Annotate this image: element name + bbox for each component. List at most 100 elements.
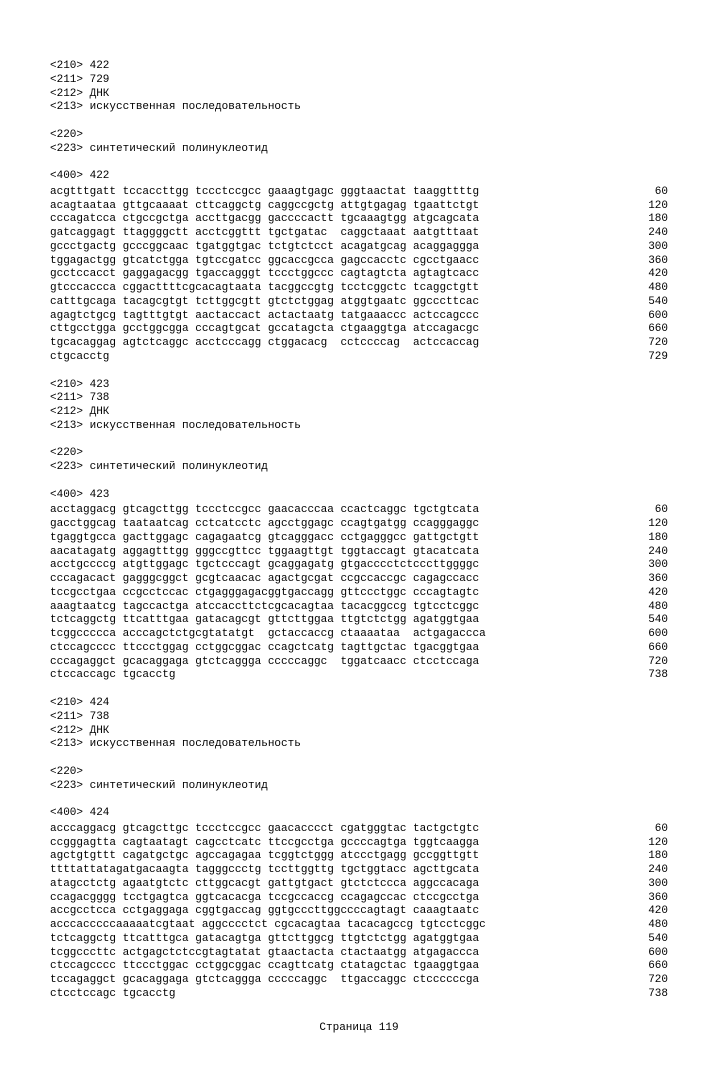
sequence-position: 540 bbox=[638, 614, 668, 628]
entry-header-line: <220> bbox=[50, 447, 668, 461]
sequence-row: acagtaataa gttgcaaaat cttcaggctg caggccg… bbox=[50, 200, 668, 214]
sequence-row: acgtttgatt tccaccttgg tccctccgcc gaaagtg… bbox=[50, 186, 668, 200]
sequence-columns: ctccagcccc ttccctggac cctggcggac ccagttc… bbox=[50, 960, 486, 974]
sequence-position: 420 bbox=[638, 587, 668, 601]
sequence-columns: cccagacact gagggcggct gcgtcaacac agactgc… bbox=[50, 573, 486, 587]
sequence-columns: tgcacaggag agtctcaggc acctcccagg ctggaca… bbox=[50, 337, 486, 351]
sequence-position: 720 bbox=[638, 656, 668, 670]
sequence-row: cttgcctgga gcctggcgga cccagtgcat gccatag… bbox=[50, 323, 668, 337]
sequence-columns: tccgcctgaa ccgcctccac ctgagggagacggtgacc… bbox=[50, 587, 486, 601]
sequence-block: acccaggacg gtcagcttgc tccctccgcc gaacacc… bbox=[50, 823, 668, 1002]
sequence-position: 240 bbox=[638, 546, 668, 560]
sequence-position: 420 bbox=[638, 905, 668, 919]
sequence-row: accgcctcca cctgaggaga cggtgaccag ggtgccc… bbox=[50, 905, 668, 919]
sequence-row: ctccagcccc ttccctggag cctggcggac ccagctc… bbox=[50, 642, 668, 656]
sequence-entry: <210> 424<211> 738<212> ДНК<213> искусст… bbox=[50, 697, 668, 1002]
sequence-row: gccctgactg gcccggcaac tgatggtgac tctgtct… bbox=[50, 241, 668, 255]
entry-header-line: <210> 424 bbox=[50, 697, 668, 711]
sequence-columns: acctaggacg gtcagcttgg tccctccgcc gaacacc… bbox=[50, 504, 486, 518]
sequence-position: 660 bbox=[638, 960, 668, 974]
sequence-row: tcggccccca acccagctctgcgtatatgt gctaccac… bbox=[50, 628, 668, 642]
sequence-row: gatcaggagt ttaggggctt acctcggttt tgctgat… bbox=[50, 227, 668, 241]
sequence-columns: tcggcccttc actgagctctccgtagtatat gtaacta… bbox=[50, 947, 486, 961]
sequence-columns: tggagactgg gtcatctgga tgtccgatcc ggcaccg… bbox=[50, 255, 486, 269]
entry-header-line: <212> ДНК bbox=[50, 88, 668, 102]
entry-header-line: <212> ДНК bbox=[50, 725, 668, 739]
sequence-position: 660 bbox=[638, 642, 668, 656]
sequence-listing-page: <210> 422<211> 729<212> ДНК<213> искусст… bbox=[50, 60, 668, 1002]
sequence-row: ctccagcccc ttccctggac cctggcggac ccagttc… bbox=[50, 960, 668, 974]
entry-header-line: <213> искусственная последовательность bbox=[50, 420, 668, 434]
sequence-position: 600 bbox=[638, 628, 668, 642]
sequence-block: acgtttgatt tccaccttgg tccctccgcc gaaagtg… bbox=[50, 186, 668, 365]
sequence-row: tccagaggct gcacaggaga gtctcaggga cccccag… bbox=[50, 974, 668, 988]
sequence-columns: tcggccccca acccagctctgcgtatatgt gctaccac… bbox=[50, 628, 486, 642]
sequence-row: acctaggacg gtcagcttgg tccctccgcc gaacacc… bbox=[50, 504, 668, 518]
sequence-position: 300 bbox=[638, 878, 668, 892]
entry-header-line bbox=[50, 156, 668, 170]
sequence-columns: tgaggtgcca gacttggagc cagagaatcg gtcaggg… bbox=[50, 532, 486, 546]
sequence-columns: gtcccaccca cggacttttcgcacagtaata tacggcc… bbox=[50, 282, 486, 296]
sequence-row: tccgcctgaa ccgcctccac ctgagggagacggtgacc… bbox=[50, 587, 668, 601]
sequence-position: 120 bbox=[638, 200, 668, 214]
entry-header-line bbox=[50, 434, 668, 448]
sequence-row: atagcctctg agaatgtctc cttggcacgt gattgtg… bbox=[50, 878, 668, 892]
sequence-row: gcctccacct gaggagacgg tgaccagggt tccctgg… bbox=[50, 268, 668, 282]
sequence-position: 360 bbox=[638, 255, 668, 269]
sequence-position: 738 bbox=[638, 669, 668, 683]
sequence-row: tcggcccttc actgagctctccgtagtatat gtaacta… bbox=[50, 947, 668, 961]
sequence-columns: ttttattatagatgacaagta tagggccctg tccttgg… bbox=[50, 864, 486, 878]
entry-header-line: <213> искусственная последовательность bbox=[50, 738, 668, 752]
entry-header-line: <220> bbox=[50, 766, 668, 780]
sequence-position: 738 bbox=[638, 988, 668, 1002]
entry-header-line: <211> 738 bbox=[50, 711, 668, 725]
sequence-columns: acccacccccaaaaatcgtaat aggcccctct cgcaca… bbox=[50, 919, 492, 933]
sequence-row: tctcaggctg ttcatttgaa gatacagcgt gttcttg… bbox=[50, 614, 668, 628]
sequence-row: ttttattatagatgacaagta tagggccctg tccttgg… bbox=[50, 864, 668, 878]
sequence-position: 540 bbox=[638, 296, 668, 310]
sequence-position: 180 bbox=[638, 213, 668, 227]
sequence-row: agagtctgcg tagtttgtgt aactaccact actacta… bbox=[50, 310, 668, 324]
entry-header-line: <220> bbox=[50, 129, 668, 143]
sequence-columns: cccagatcca ctgccgctga accttgacgg gacccca… bbox=[50, 213, 486, 227]
sequence-row: cccagaggct gcacaggaga gtctcaggga cccccag… bbox=[50, 656, 668, 670]
sequence-position: 729 bbox=[638, 351, 668, 365]
sequence-row: acctgccccg atgttggagc tgctcccagt gcaggag… bbox=[50, 559, 668, 573]
sequence-columns: ccagacgggg tcctgagtca ggtcacacga tccgcca… bbox=[50, 892, 486, 906]
entry-header-line bbox=[50, 115, 668, 129]
sequence-position: 300 bbox=[638, 559, 668, 573]
sequence-columns: aacatagatg aggagtttgg gggccgttcc tggaagt… bbox=[50, 546, 486, 560]
sequence-row: catttgcaga tacagcgtgt tcttggcgtt gtctctg… bbox=[50, 296, 668, 310]
sequence-columns: cttgcctgga gcctggcgga cccagtgcat gccatag… bbox=[50, 323, 486, 337]
entry-header-line: <212> ДНК bbox=[50, 406, 668, 420]
sequence-columns: acccaggacg gtcagcttgc tccctccgcc gaacacc… bbox=[50, 823, 486, 837]
entry-header-line: <211> 738 bbox=[50, 392, 668, 406]
sequence-entry: <210> 423<211> 738<212> ДНК<213> искусст… bbox=[50, 379, 668, 684]
sequence-row: ccagacgggg tcctgagtca ggtcacacga tccgcca… bbox=[50, 892, 668, 906]
sequence-columns: gccctgactg gcccggcaac tgatggtgac tctgtct… bbox=[50, 241, 486, 255]
sequence-row: tggagactgg gtcatctgga tgtccgatcc ggcaccg… bbox=[50, 255, 668, 269]
sequence-row: gtcccaccca cggacttttcgcacagtaata tacggcc… bbox=[50, 282, 668, 296]
sequence-position: 180 bbox=[638, 850, 668, 864]
sequence-position: 600 bbox=[638, 310, 668, 324]
sequence-columns: atagcctctg agaatgtctc cttggcacgt gattgtg… bbox=[50, 878, 486, 892]
sequence-position: 660 bbox=[638, 323, 668, 337]
entry-header-line: <400> 422 bbox=[50, 170, 668, 184]
sequence-columns: tctcaggctg ttcatttgca gatacagtga gttcttg… bbox=[50, 933, 486, 947]
sequence-position: 240 bbox=[638, 864, 668, 878]
sequence-row: aaagtaatcg tagccactga atccaccttctcgcacag… bbox=[50, 601, 668, 615]
sequence-columns: tccagaggct gcacaggaga gtctcaggga cccccag… bbox=[50, 974, 486, 988]
sequence-position: 120 bbox=[638, 518, 668, 532]
entry-header-line bbox=[50, 475, 668, 489]
sequence-position: 300 bbox=[638, 241, 668, 255]
entry-header-line: <223> синтетический полинуклеотид bbox=[50, 780, 668, 794]
entry-header-line bbox=[50, 793, 668, 807]
sequence-columns: gacctggcag taataatcag cctcatcctc agcctgg… bbox=[50, 518, 486, 532]
sequence-row: acccaggacg gtcagcttgc tccctccgcc gaacacc… bbox=[50, 823, 668, 837]
sequence-columns: ctccaccagc tgcacctg bbox=[50, 669, 486, 683]
sequence-entry: <210> 422<211> 729<212> ДНК<213> искусст… bbox=[50, 60, 668, 365]
sequence-position: 480 bbox=[638, 282, 668, 296]
entry-header-line: <210> 422 bbox=[50, 60, 668, 74]
entry-header-line: <213> искусственная последовательность bbox=[50, 101, 668, 115]
sequence-position: 720 bbox=[638, 337, 668, 351]
